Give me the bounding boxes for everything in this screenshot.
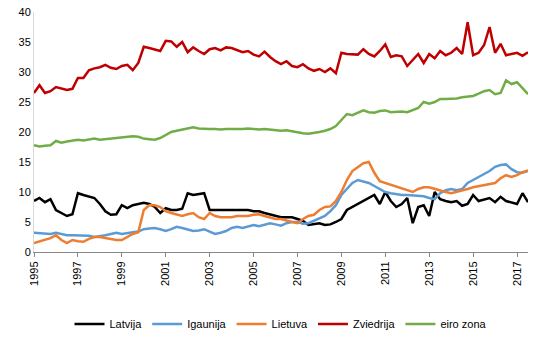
svg-text:40: 40 — [19, 6, 31, 18]
svg-text:Igaunija: Igaunija — [187, 318, 226, 330]
svg-text:1997: 1997 — [71, 261, 83, 285]
svg-text:2015: 2015 — [467, 261, 479, 285]
svg-text:2009: 2009 — [335, 261, 347, 285]
svg-text:0: 0 — [25, 246, 31, 258]
svg-text:2001: 2001 — [159, 261, 171, 285]
svg-text:eiro zona: eiro zona — [440, 318, 486, 330]
svg-text:Lietuva: Lietuva — [272, 318, 308, 330]
svg-text:20: 20 — [19, 126, 31, 138]
svg-text:10: 10 — [19, 186, 31, 198]
svg-text:15: 15 — [19, 156, 31, 168]
svg-text:35: 35 — [19, 36, 31, 48]
svg-text:1999: 1999 — [115, 261, 127, 285]
svg-text:2013: 2013 — [423, 261, 435, 285]
svg-text:2003: 2003 — [203, 261, 215, 285]
svg-text:Latvija: Latvija — [110, 318, 143, 330]
svg-text:Zviedrija: Zviedrija — [353, 318, 395, 330]
svg-text:2007: 2007 — [291, 261, 303, 285]
svg-text:25: 25 — [19, 96, 31, 108]
svg-text:30: 30 — [19, 66, 31, 78]
svg-text:1995: 1995 — [28, 261, 40, 285]
svg-text:2017: 2017 — [511, 261, 523, 285]
svg-text:2005: 2005 — [247, 261, 259, 285]
svg-text:2011: 2011 — [379, 261, 391, 285]
svg-text:5: 5 — [25, 216, 31, 228]
